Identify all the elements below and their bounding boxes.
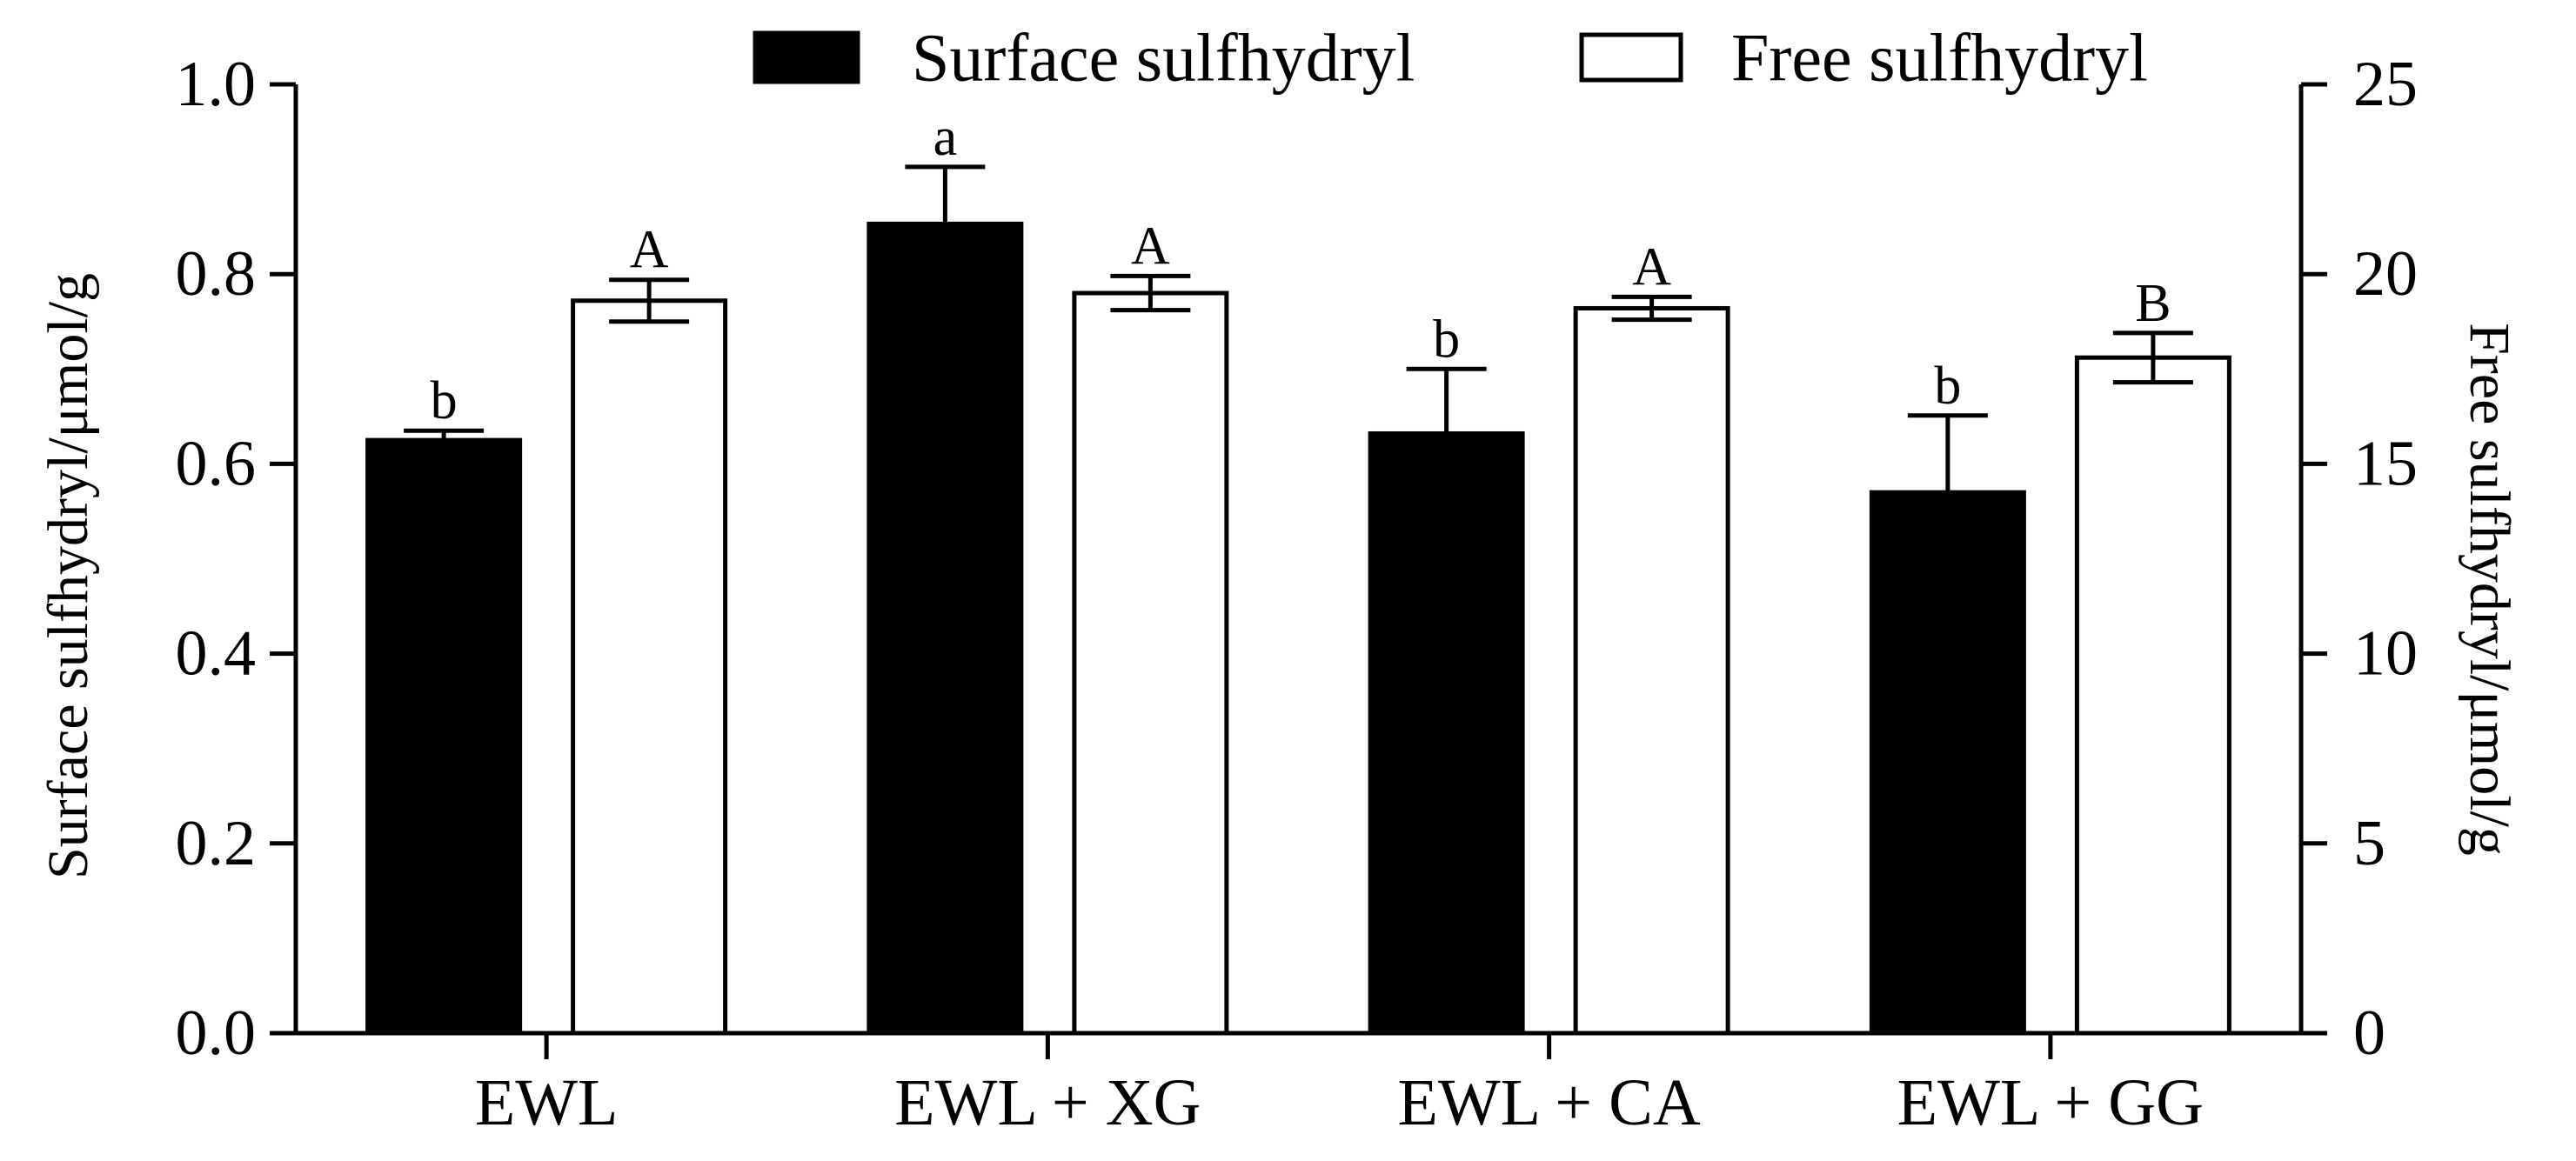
left-axis-title: Surface sulfhydryl/μmol/g bbox=[37, 273, 100, 879]
x-category-label: EWL + GG bbox=[1897, 1066, 2204, 1139]
left-tick-label: 0.8 bbox=[176, 238, 257, 310]
right-axis-title: Free sulfhydryl/μmol/g bbox=[2458, 323, 2521, 856]
free-significance-label: A bbox=[630, 221, 669, 280]
legend-swatch-free bbox=[1579, 32, 1683, 83]
surface-significance-label: b bbox=[1433, 310, 1460, 369]
free-sulfhydryl-bar bbox=[1072, 290, 1229, 1036]
surface-sulfhydryl-bar bbox=[1368, 430, 1525, 1036]
labels: 0.0 0.2 0.4 0.6 0.8 1.0 0 5 10 15 20 25 Surface sulf… bbox=[37, 49, 2521, 1139]
right-tick-label: 20 bbox=[2353, 238, 2418, 310]
free-significance-label: B bbox=[2135, 274, 2171, 333]
legend-swatch-surface bbox=[753, 30, 860, 84]
x-category-label: EWL + CA bbox=[1398, 1066, 1701, 1139]
free-significance-label: A bbox=[1632, 237, 1671, 297]
right-tick-label: 25 bbox=[2353, 49, 2418, 120]
right-tick-label: 0 bbox=[2353, 998, 2385, 1069]
surface-sulfhydryl-bar bbox=[365, 437, 523, 1036]
x-category-label: EWL + XG bbox=[894, 1066, 1201, 1139]
left-tick-label: 1.0 bbox=[176, 49, 257, 120]
free-sulfhydryl-bar bbox=[2074, 355, 2231, 1036]
x-category-label: EWL bbox=[475, 1066, 619, 1139]
legend-label-surface: Surface sulfhydryl bbox=[912, 20, 1415, 96]
surface-significance-label: b bbox=[1934, 357, 1961, 416]
free-significance-label: A bbox=[1131, 217, 1170, 276]
free-sulfhydryl-bar bbox=[571, 298, 728, 1036]
free-sulfhydryl-bar bbox=[1573, 305, 1730, 1036]
left-tick-label: 0.4 bbox=[176, 618, 257, 690]
legend-label-free: Free sulfhydryl bbox=[1731, 20, 2148, 96]
right-tick-label: 10 bbox=[2353, 618, 2418, 690]
left-tick-label: 0.6 bbox=[176, 428, 257, 499]
surface-sulfhydryl-bar bbox=[866, 221, 1024, 1036]
left-tick-label: 0.0 bbox=[176, 998, 257, 1069]
right-tick-label: 5 bbox=[2353, 808, 2385, 879]
surface-sulfhydryl-bar bbox=[1869, 490, 2026, 1036]
bars bbox=[365, 164, 2231, 1036]
surface-significance-label: a bbox=[933, 108, 958, 167]
right-tick-label: 15 bbox=[2353, 428, 2418, 499]
surface-significance-label: b bbox=[431, 371, 458, 430]
left-tick-label: 0.2 bbox=[176, 808, 257, 879]
legend: Surface sulfhydryl Free sulfhydryl bbox=[753, 20, 2148, 96]
